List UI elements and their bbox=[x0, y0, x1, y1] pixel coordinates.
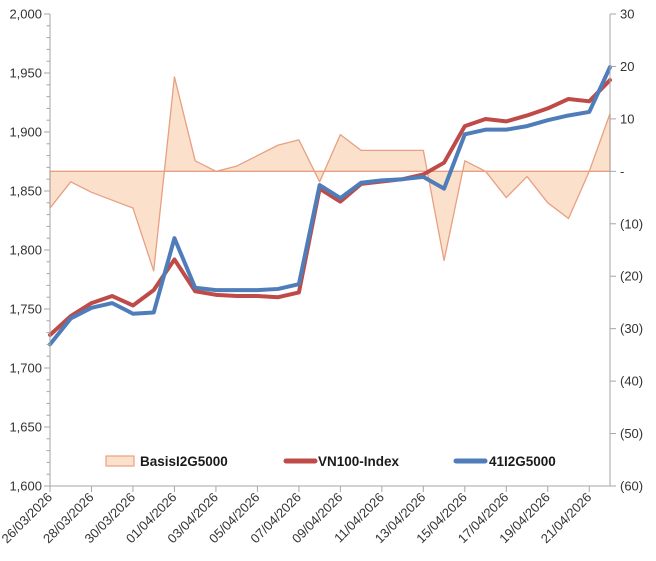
y-right-tick-label: 20 bbox=[620, 59, 634, 74]
futures-41i2g5000-line-series bbox=[48, 65, 612, 347]
legend-label: BasisI2G5000 bbox=[140, 454, 228, 469]
y-left-tick-label: 1,950 bbox=[9, 66, 42, 81]
y-right-tick-label: (50) bbox=[620, 426, 643, 441]
y-left-tick-label: 1,800 bbox=[9, 243, 42, 258]
y-right-tick-label: (60) bbox=[620, 479, 643, 494]
y-right-tick-label: (10) bbox=[620, 216, 643, 231]
legend-label: VN100-Index bbox=[318, 454, 400, 469]
y-left-tick-label: 1,600 bbox=[9, 479, 42, 494]
y-left-tick-label: 1,700 bbox=[9, 361, 42, 376]
basis-area-series bbox=[49, 76, 611, 272]
vn100-index-line-series bbox=[48, 78, 612, 337]
y-left-tick-label: 2,000 bbox=[9, 7, 42, 22]
legend-item-basisi2g5000: BasisI2G5000 bbox=[105, 454, 228, 469]
y-right-tick-label: (20) bbox=[620, 269, 643, 284]
y-right-tick-label: 10 bbox=[620, 111, 634, 126]
y-left-tick-label: 1,650 bbox=[9, 420, 42, 435]
y-left-tick-label: 1,900 bbox=[9, 125, 42, 140]
legend-item-vn100-index: VN100-Index bbox=[283, 454, 400, 469]
y-left-tick-label: 1,850 bbox=[9, 184, 42, 199]
y-axis-right-labels: 30 20 10 - (10) (20) (30) (40) (50) (60) bbox=[620, 7, 643, 494]
legend-swatch-area bbox=[105, 455, 135, 467]
y-right-tick-label: (30) bbox=[620, 321, 643, 336]
legend-item-41i2g5000: 41I2G5000 bbox=[453, 454, 556, 469]
axes bbox=[44, 13, 616, 492]
legend: BasisI2G5000 VN100-Index 41I2G5000 bbox=[105, 454, 556, 469]
y-right-tick-label: 30 bbox=[620, 7, 634, 22]
y-right-tick-label: (40) bbox=[620, 374, 643, 389]
y-right-tick-label: - bbox=[620, 164, 624, 179]
y-left-tick-label: 1,750 bbox=[9, 302, 42, 317]
legend-label: 41I2G5000 bbox=[489, 454, 556, 469]
x-axis-labels: 26/03/202628/03/202630/03/202601/04/2026… bbox=[0, 490, 594, 547]
y-axis-left-labels: 2,000 1,950 1,900 1,850 1,800 1,750 1,700 1,650… bbox=[9, 7, 42, 494]
